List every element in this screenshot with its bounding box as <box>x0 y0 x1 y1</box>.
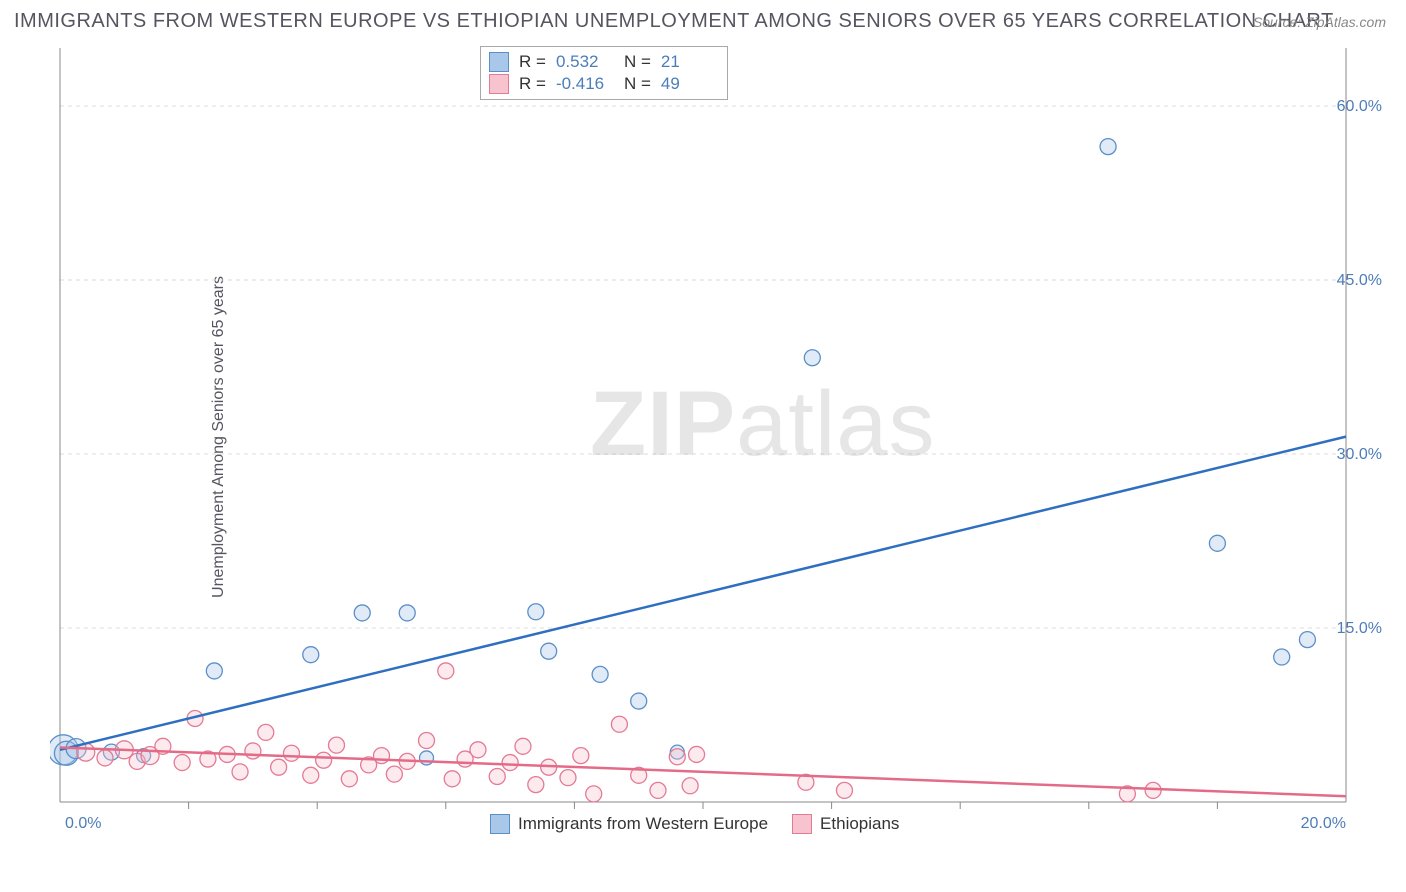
n-value-western: 21 <box>661 52 719 72</box>
svg-text:45.0%: 45.0% <box>1337 272 1382 289</box>
chart-title: IMMIGRANTS FROM WESTERN EUROPE VS ETHIOP… <box>14 10 1334 33</box>
svg-text:60.0%: 60.0% <box>1337 98 1382 115</box>
source-attribution: Source: ZipAtlas.com <box>1253 14 1386 30</box>
legend-series: Immigrants from Western Europe Ethiopian… <box>490 814 899 834</box>
legend-item-western: Immigrants from Western Europe <box>490 814 768 834</box>
legend-swatch-ethiopian <box>792 814 812 834</box>
legend-stats-row-western: R = 0.532 N = 21 <box>489 51 719 73</box>
svg-text:30.0%: 30.0% <box>1337 446 1382 463</box>
chart-svg: 15.0% 30.0% 45.0% 60.0% 0.0% 20.0% <box>50 42 1386 832</box>
legend-stats-row-ethiopian: R = -0.416 N = 49 <box>489 73 719 95</box>
legend-item-ethiopian: Ethiopians <box>792 814 899 834</box>
r-label: R = <box>519 74 546 94</box>
r-label: R = <box>519 52 546 72</box>
legend-stats-box: R = 0.532 N = 21 R = -0.416 N = 49 <box>480 46 728 100</box>
n-value-ethiopian: 49 <box>661 74 719 94</box>
plot-area: Unemployment Among Seniors over 65 years… <box>50 42 1386 832</box>
n-label: N = <box>624 52 651 72</box>
svg-text:20.0%: 20.0% <box>1301 815 1346 832</box>
svg-text:15.0%: 15.0% <box>1337 620 1382 637</box>
n-label: N = <box>624 74 651 94</box>
r-value-western: 0.532 <box>556 52 614 72</box>
legend-swatch-ethiopian <box>489 74 509 94</box>
legend-label-western: Immigrants from Western Europe <box>518 814 768 834</box>
legend-label-ethiopian: Ethiopians <box>820 814 899 834</box>
svg-text:0.0%: 0.0% <box>65 815 101 832</box>
r-value-ethiopian: -0.416 <box>556 74 614 94</box>
legend-swatch-western <box>489 52 509 72</box>
legend-swatch-western <box>490 814 510 834</box>
